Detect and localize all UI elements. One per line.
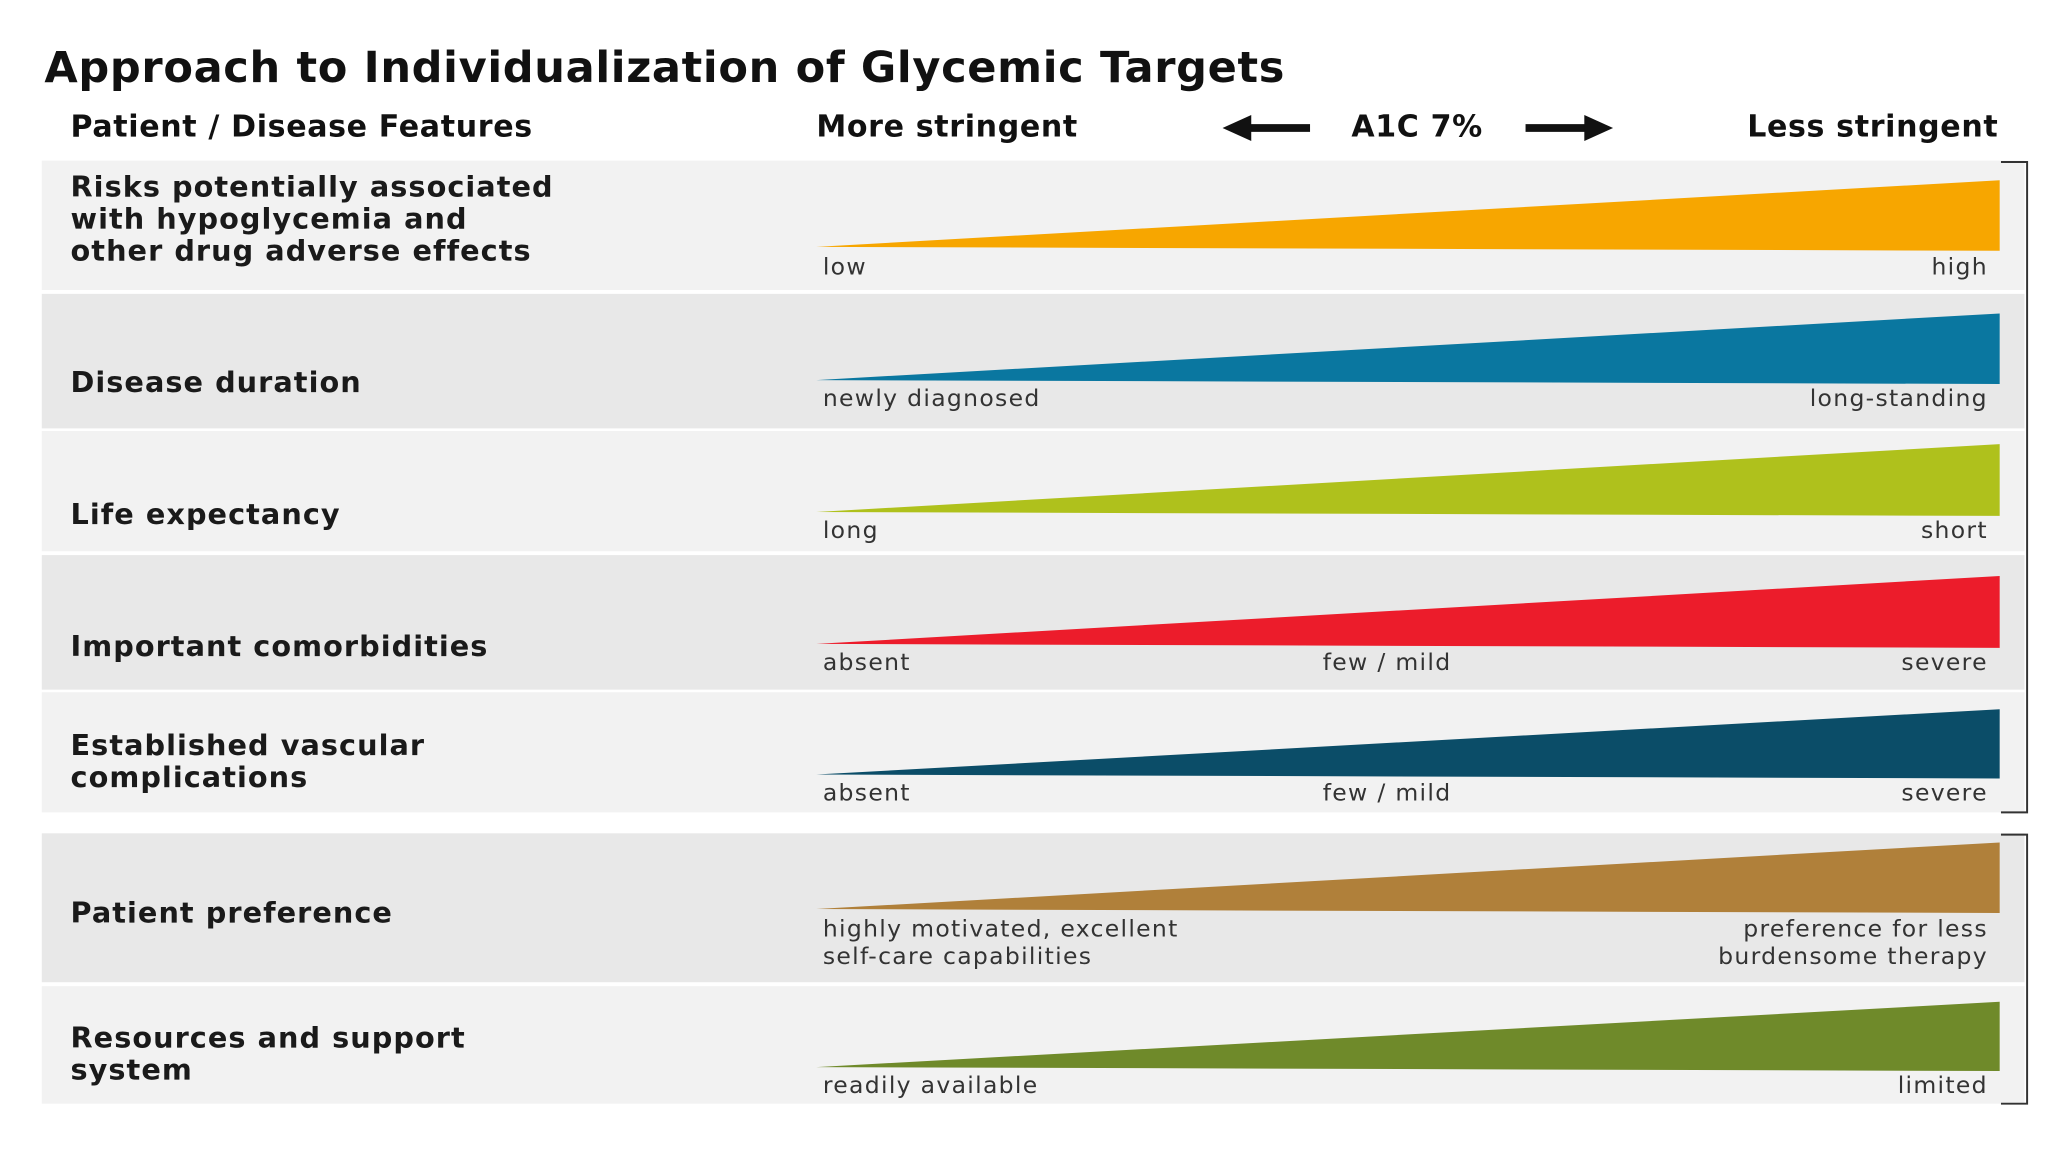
arrows (1222, 114, 1614, 142)
wedge (816, 576, 2000, 648)
wedge (816, 180, 2000, 251)
scale-low: low (823, 252, 867, 280)
row-label: Resources and support (71, 1020, 466, 1054)
scale-low: absent (823, 648, 911, 676)
row-label: Disease duration (71, 365, 362, 399)
row-label: with hypoglycemia and (71, 202, 468, 236)
wedge (816, 313, 2000, 384)
scale-high: short (1921, 516, 1988, 544)
row-label: complications (71, 760, 309, 794)
scale-low: self-care capabilities (823, 942, 1092, 970)
row-label: Important comorbidities (71, 629, 489, 663)
scale-high: severe (1901, 648, 1988, 676)
wedge (816, 1001, 2000, 1072)
scale-low: long (823, 516, 879, 544)
scale-mid: few / mild (1323, 648, 1452, 676)
row-label: Patient preference (71, 895, 393, 929)
header-features: Patient / Disease Features (71, 110, 533, 145)
scale-low: absent (823, 779, 911, 807)
row-label: system (71, 1052, 193, 1086)
title: Approach to Individualization of Glycemi… (44, 43, 1285, 93)
wedge (816, 842, 2000, 913)
scale-high: burdensome therapy (1718, 942, 1988, 970)
wedge (816, 709, 2000, 779)
row-label: Established vascular (71, 728, 426, 762)
scale-low: readily available (823, 1071, 1039, 1099)
scale-high: limited (1898, 1071, 1988, 1099)
scale-high: preference for less (1743, 914, 1988, 942)
scale-high: severe (1901, 779, 1988, 807)
brackets (2000, 160, 2029, 1105)
scale-low: newly diagnosed (823, 384, 1041, 412)
scale-low: highly motivated, excellent (823, 914, 1179, 942)
header-more: More stringent (816, 110, 1078, 145)
scale-high: high (1931, 252, 1987, 280)
scale-high: long-standing (1810, 384, 1988, 412)
header-less: Less stringent (1747, 110, 1998, 145)
header-center: A1C 7% (1351, 110, 1483, 145)
row-label: other drug adverse effects (71, 234, 532, 268)
row-label: Risks potentially associated (71, 170, 554, 204)
wedge (816, 444, 2000, 516)
row-label: Life expectancy (71, 497, 341, 531)
scale-mid: few / mild (1323, 779, 1452, 807)
